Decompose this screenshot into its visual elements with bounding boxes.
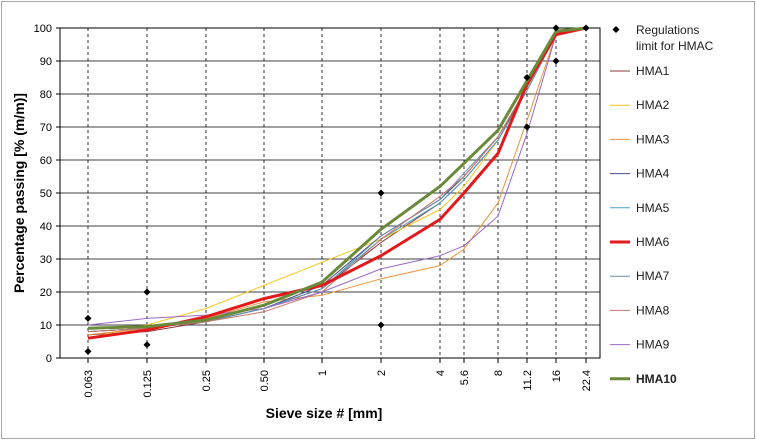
y-tick-label: 40 — [40, 221, 52, 233]
legend-label-hma9: HMA9 — [636, 338, 670, 352]
regulation-marker — [84, 347, 92, 355]
regulation-marker — [377, 321, 385, 329]
x-tick-label: 11.2 — [522, 370, 534, 391]
x-tick-label: 22.4 — [581, 370, 593, 391]
legend-label-hma2: HMA2 — [636, 98, 670, 112]
y-tick-label: 90 — [40, 56, 52, 68]
y-tick-label: 30 — [40, 254, 52, 266]
regulation-marker — [84, 314, 92, 322]
legend-label-regulations-cont: limit for HMAC — [636, 39, 714, 53]
y-tick-label: 80 — [40, 89, 52, 101]
x-tick-label: 8 — [493, 370, 505, 376]
series-line-hma10 — [87, 26, 587, 330]
series-line-hma1 — [87, 27, 587, 336]
legend-label-hma8: HMA8 — [636, 303, 670, 317]
series-line-hma9 — [87, 27, 587, 326]
y-tick-label: 10 — [40, 320, 52, 332]
series-line-hma3 — [87, 27, 587, 336]
x-tick-label: 2 — [376, 370, 388, 376]
y-axis-title: Percentage passing [% (m/m)] — [11, 93, 27, 293]
y-tick-label: 20 — [40, 287, 52, 299]
legend-label-regulations: Regulations — [636, 23, 699, 37]
legend-label-hma3: HMA3 — [636, 132, 670, 146]
legend-label-hma7: HMA7 — [636, 269, 670, 283]
regulation-points — [84, 24, 590, 355]
y-tick-label: 0 — [46, 353, 52, 365]
y-tick-label: 70 — [40, 122, 52, 134]
legend-label-hma6: HMA6 — [636, 235, 670, 249]
legend-marker-regulations — [612, 26, 620, 33]
y-tick-labels: 0 10 20 30 40 50 60 70 80 90 100 — [34, 23, 52, 365]
regulation-marker — [143, 341, 151, 349]
y-tick-label: 100 — [34, 23, 52, 35]
regulation-marker — [552, 24, 560, 32]
x-tick-label: 4 — [435, 370, 447, 376]
regulation-marker — [552, 57, 560, 65]
series-lines — [87, 26, 587, 340]
regulation-marker — [523, 123, 531, 131]
x-tick-label: 1 — [317, 370, 329, 376]
regulation-marker — [143, 288, 151, 296]
legend-label-hma5: HMA5 — [636, 201, 670, 215]
x-tick-label: 5.6 — [459, 370, 471, 385]
regulation-marker — [582, 24, 590, 32]
grid-lines — [56, 27, 601, 363]
series-line-hma6 — [87, 26, 587, 340]
legend: Regulations limit for HMAC HMA1 HMA2 HMA3 HMA… — [610, 23, 714, 386]
legend-label-hma1: HMA1 — [636, 64, 670, 78]
x-tick-labels: 0.063 0.125 0.25 0.50 1 2 4 5.6 8 11.2 16 22.4 — [83, 370, 593, 398]
regulation-marker — [377, 189, 385, 197]
regulation-marker — [523, 74, 531, 81]
x-axis-title: Sieve size # [mm] — [266, 405, 383, 421]
y-tick-label: 60 — [40, 155, 52, 167]
y-tick-label: 50 — [40, 188, 52, 200]
x-tick-label: 0.50 — [259, 370, 271, 391]
x-tick-label: 0.063 — [83, 370, 95, 398]
legend-label-hma10: HMA10 — [636, 372, 677, 386]
x-tick-label: 0.25 — [201, 370, 213, 391]
x-tick-label: 16 — [551, 370, 563, 382]
legend-label-hma4: HMA4 — [636, 167, 670, 181]
x-tick-label: 0.125 — [142, 370, 154, 398]
